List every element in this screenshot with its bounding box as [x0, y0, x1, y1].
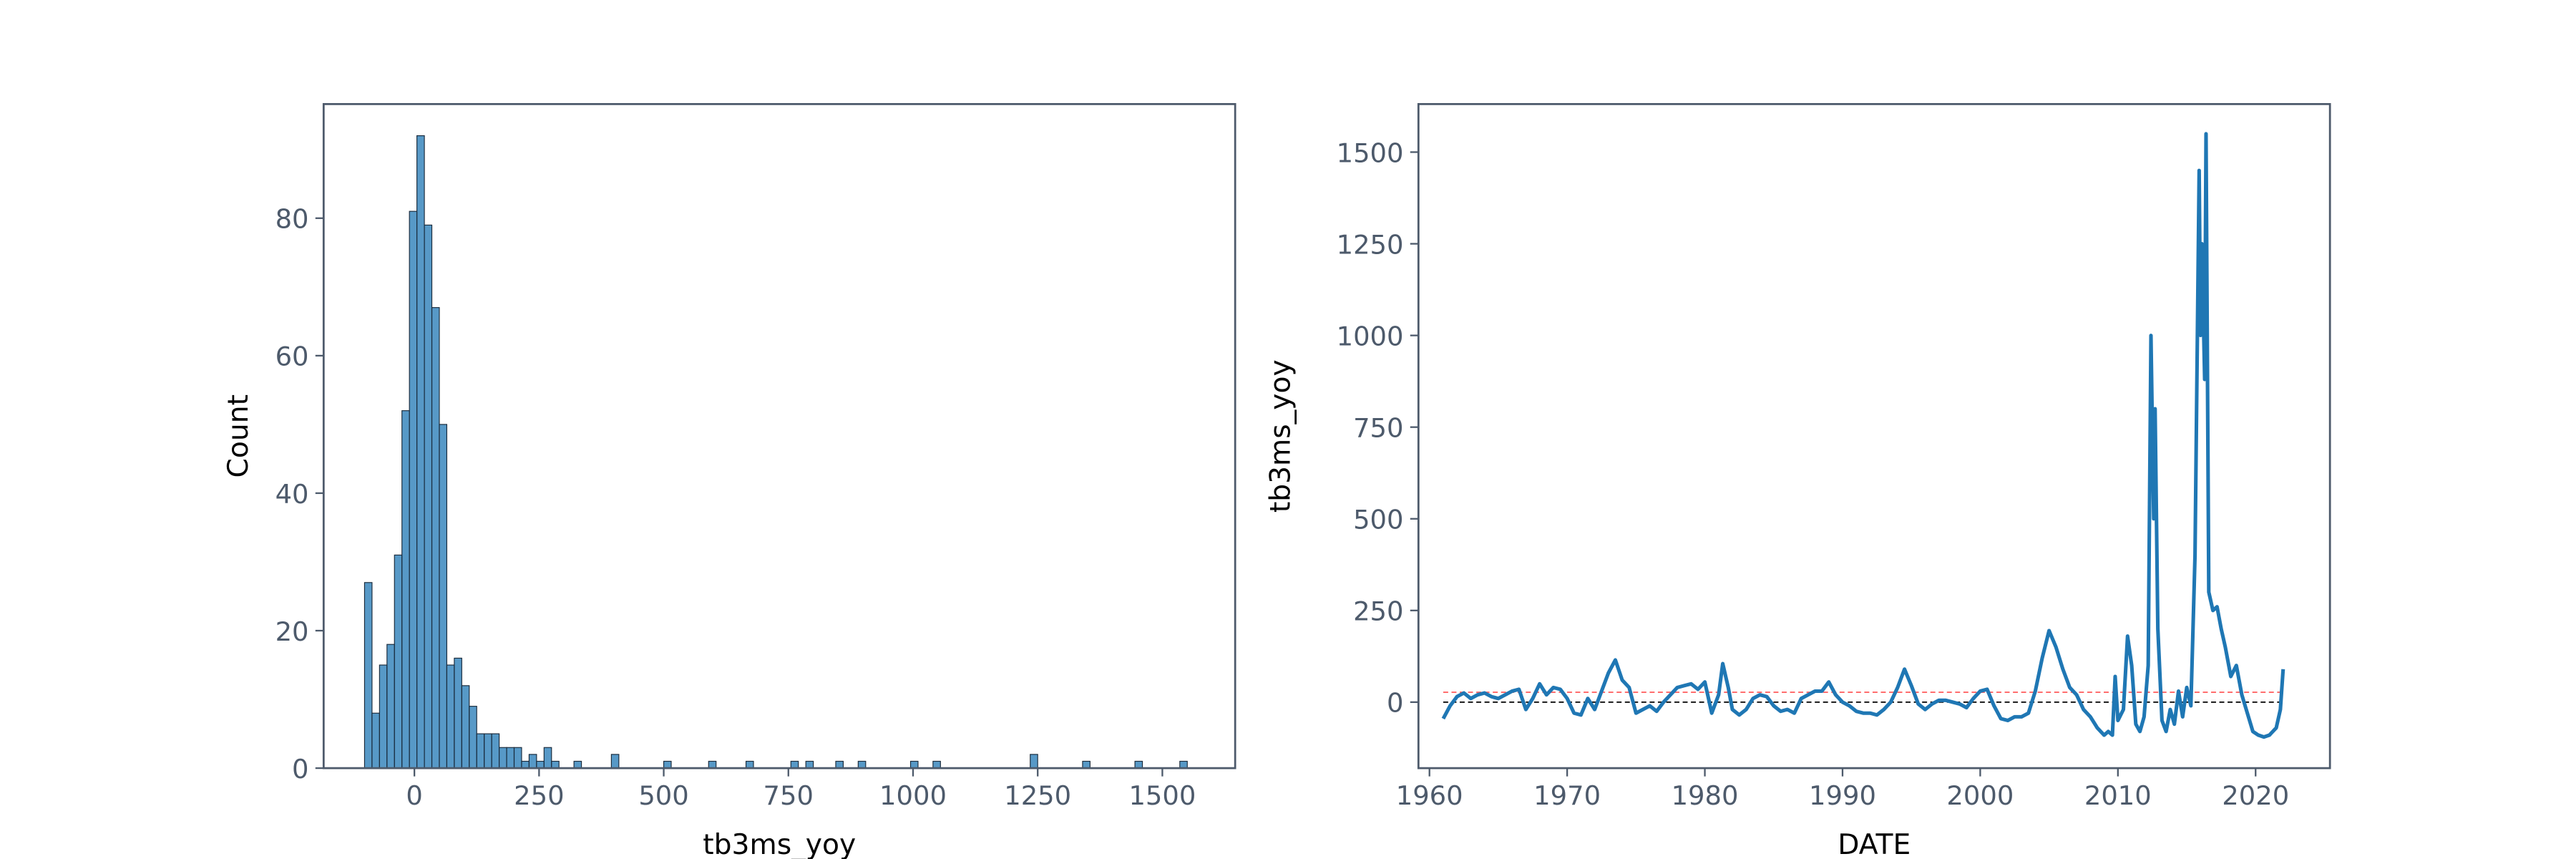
x-tick-label: 750: [763, 780, 814, 811]
hist-bar: [416, 135, 425, 769]
x-tick-label: 1990: [1809, 780, 1876, 811]
hist-bar: [409, 210, 418, 769]
hist-bar: [476, 733, 485, 769]
x-tick-label: 2010: [2084, 780, 2152, 811]
y-tick-label: 250: [1353, 596, 1403, 627]
x-tick-label: 500: [638, 780, 688, 811]
hist-bar: [506, 747, 515, 769]
y-tick-label: 1000: [1337, 321, 1404, 351]
x-tick-label: 2000: [1946, 780, 2014, 811]
x-tick-label: 1250: [1004, 780, 1071, 811]
hist-bar: [431, 307, 440, 769]
y-axis-label: tb3ms_yoy: [1264, 359, 1297, 513]
axes-frame: [1417, 103, 2331, 770]
hist-bar: [1030, 754, 1038, 769]
hist-bar: [461, 685, 470, 769]
x-axis-label: tb3ms_yoy: [703, 829, 856, 859]
hist-bar: [909, 760, 919, 769]
panel: 0 250 500 750 1000 1250 1500 0 20 40 60 80 tb3ms_yoy…: [223, 103, 1236, 859]
x-tick-label: 0: [406, 780, 422, 811]
x-tick-label: 1000: [879, 780, 947, 811]
x-axis-label: DATE: [1838, 829, 1911, 859]
hist-bar: [528, 754, 537, 769]
hist-bar: [543, 747, 552, 769]
hist-bar: [439, 424, 448, 769]
hist-bar: [745, 760, 754, 769]
y-tick-label: 500: [1353, 505, 1403, 535]
y-axis-label: Count: [223, 394, 255, 477]
hist-bar: [1179, 760, 1188, 769]
x-tick-label: 1980: [1672, 780, 1739, 811]
hist-bar: [551, 760, 560, 769]
hist-bar: [610, 754, 620, 769]
hist-bar: [513, 747, 522, 769]
hist-bar: [708, 760, 717, 769]
hist-bar: [469, 706, 477, 769]
hist-bar: [790, 760, 799, 769]
hist-bar: [379, 664, 388, 769]
hist-bar: [371, 712, 380, 769]
hist-bar: [536, 760, 545, 769]
y-tick-label: 80: [275, 204, 309, 235]
hist-bar: [573, 760, 582, 769]
x-tick-label: 1970: [1533, 780, 1601, 811]
line-series: [1441, 132, 2285, 739]
hist-bar: [932, 760, 941, 769]
hist-bar: [499, 747, 507, 769]
x-tick-label: 1960: [1396, 780, 1463, 811]
axes-frame: [322, 103, 1236, 770]
hist-bar: [364, 582, 373, 769]
hist-bar: [521, 760, 530, 769]
y-tick-label: 0: [292, 754, 308, 785]
x-tick-label: 2020: [2222, 780, 2289, 811]
hist-bar: [386, 644, 395, 769]
hist-bar: [394, 554, 403, 769]
y-tick-label: 0: [1387, 688, 1403, 719]
y-tick-label: 1250: [1337, 229, 1404, 260]
hist-bar: [446, 664, 455, 769]
hist-bar: [491, 733, 500, 769]
panel: 1960 1970 1980 1990 2000 2010 2020 0 250 500 750 10…: [1264, 103, 2331, 859]
y-tick-label: 40: [275, 479, 309, 510]
x-tick-label: 250: [514, 780, 564, 811]
y-tick-label: 20: [275, 616, 309, 647]
y-tick-label: 750: [1353, 413, 1403, 444]
hist-bar: [454, 657, 462, 769]
x-tick-label: 1500: [1128, 780, 1196, 811]
hist-bar: [1082, 760, 1091, 769]
hist-bar: [484, 733, 492, 769]
hist-bar: [1134, 760, 1143, 769]
hist-bar: [424, 224, 433, 769]
y-tick-label: 1500: [1337, 137, 1404, 168]
hist-bar: [663, 760, 672, 769]
hist-bar: [401, 410, 410, 769]
hist-bar: [805, 760, 814, 769]
hist-bar: [835, 760, 844, 769]
hist-bar: [857, 760, 867, 769]
y-tick-label: 60: [275, 341, 309, 372]
